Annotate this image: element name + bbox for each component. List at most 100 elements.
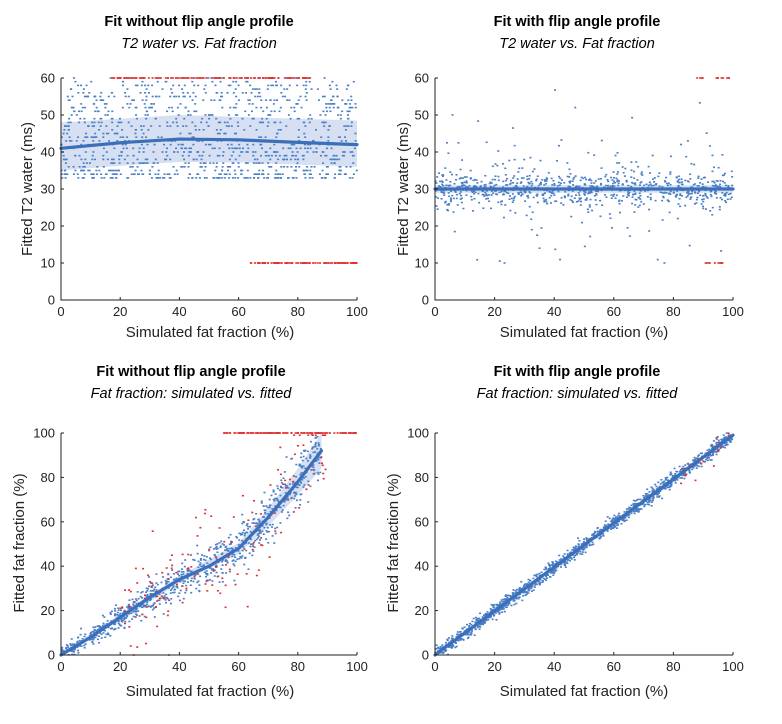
data-point: [109, 612, 112, 614]
data-point: [274, 80, 277, 83]
data-point: [90, 631, 93, 634]
data-point: [514, 597, 517, 599]
data-point: [624, 167, 627, 170]
data-point: [234, 106, 237, 109]
data-point: [583, 538, 586, 540]
data-point: [530, 185, 533, 187]
data-point: [172, 121, 175, 124]
outlier-point: [252, 432, 255, 434]
data-point: [348, 177, 351, 179]
data-point: [142, 162, 145, 164]
outlier-point: [258, 262, 261, 264]
y-tick-label: 80: [41, 470, 55, 485]
data-point: [203, 555, 206, 557]
data-point: [320, 136, 323, 138]
data-point: [441, 181, 444, 184]
outlier-point: [256, 262, 259, 264]
data-point: [592, 533, 595, 536]
data-point: [339, 169, 342, 172]
data-point: [616, 173, 619, 175]
data-point: [247, 99, 250, 101]
data-point: [648, 181, 651, 183]
data-point: [345, 103, 348, 105]
data-point: [185, 584, 188, 587]
data-point: [207, 125, 210, 127]
data-point: [166, 125, 169, 127]
data-point: [435, 189, 438, 192]
data-point: [132, 615, 135, 618]
data-point: [221, 543, 224, 545]
data-point: [704, 194, 707, 196]
data-point: [693, 163, 696, 166]
outlier-point: [261, 77, 264, 79]
data-point: [334, 158, 337, 161]
data-point: [230, 154, 233, 157]
data-point: [175, 117, 178, 120]
data-point: [611, 186, 614, 188]
data-point: [471, 191, 474, 194]
data-point: [270, 494, 273, 497]
data-point: [247, 528, 250, 530]
data-point: [529, 587, 532, 590]
y-tick-label: 30: [41, 182, 55, 197]
data-point: [215, 557, 218, 559]
outlier-point: [124, 622, 127, 625]
data-point: [718, 208, 721, 211]
data-point: [65, 644, 68, 646]
data-point: [704, 461, 707, 463]
data-point: [305, 80, 308, 83]
data-point: [191, 121, 194, 124]
outlier-point: [174, 77, 177, 79]
data-point: [247, 568, 250, 571]
y-tick-label: 100: [407, 426, 429, 441]
data-point: [224, 132, 227, 135]
outlier-point: [282, 432, 285, 434]
data-point: [249, 545, 252, 548]
data-point: [72, 77, 75, 79]
data-point: [556, 185, 559, 187]
data-point: [193, 573, 196, 576]
data-point: [506, 177, 509, 180]
data-point: [135, 136, 138, 138]
data-point: [241, 533, 244, 536]
data-point: [297, 158, 300, 161]
data-point: [316, 88, 319, 90]
data-point: [687, 193, 690, 195]
data-point: [293, 497, 296, 500]
data-point: [205, 580, 208, 583]
outlier-point: [317, 432, 320, 434]
data-point: [172, 585, 175, 587]
outlier-point: [208, 548, 211, 551]
data-point: [225, 549, 228, 551]
data-point: [625, 510, 628, 513]
data-point: [581, 551, 584, 553]
data-point: [108, 140, 111, 142]
outlier-point: [147, 77, 150, 79]
data-point: [669, 190, 672, 193]
data-point: [312, 451, 315, 454]
data-point: [126, 88, 129, 90]
data-point: [256, 158, 259, 161]
data-point: [667, 484, 670, 486]
data-point: [151, 84, 154, 87]
data-point: [725, 444, 728, 446]
outlier-point: [314, 434, 317, 437]
data-point: [60, 169, 63, 172]
data-point: [204, 92, 207, 94]
data-point: [639, 195, 642, 197]
data-point: [295, 486, 298, 489]
data-point: [314, 445, 317, 448]
data-point: [142, 132, 145, 135]
data-point: [515, 588, 518, 591]
data-point: [463, 181, 466, 184]
data-point: [492, 192, 495, 195]
data-point: [640, 200, 643, 203]
data-point: [634, 198, 637, 201]
data-point: [588, 204, 591, 206]
data-point: [248, 99, 251, 101]
data-point: [209, 546, 212, 549]
data-point: [574, 194, 577, 196]
data-point: [465, 176, 468, 178]
data-point: [276, 499, 279, 501]
data-point: [572, 201, 575, 204]
